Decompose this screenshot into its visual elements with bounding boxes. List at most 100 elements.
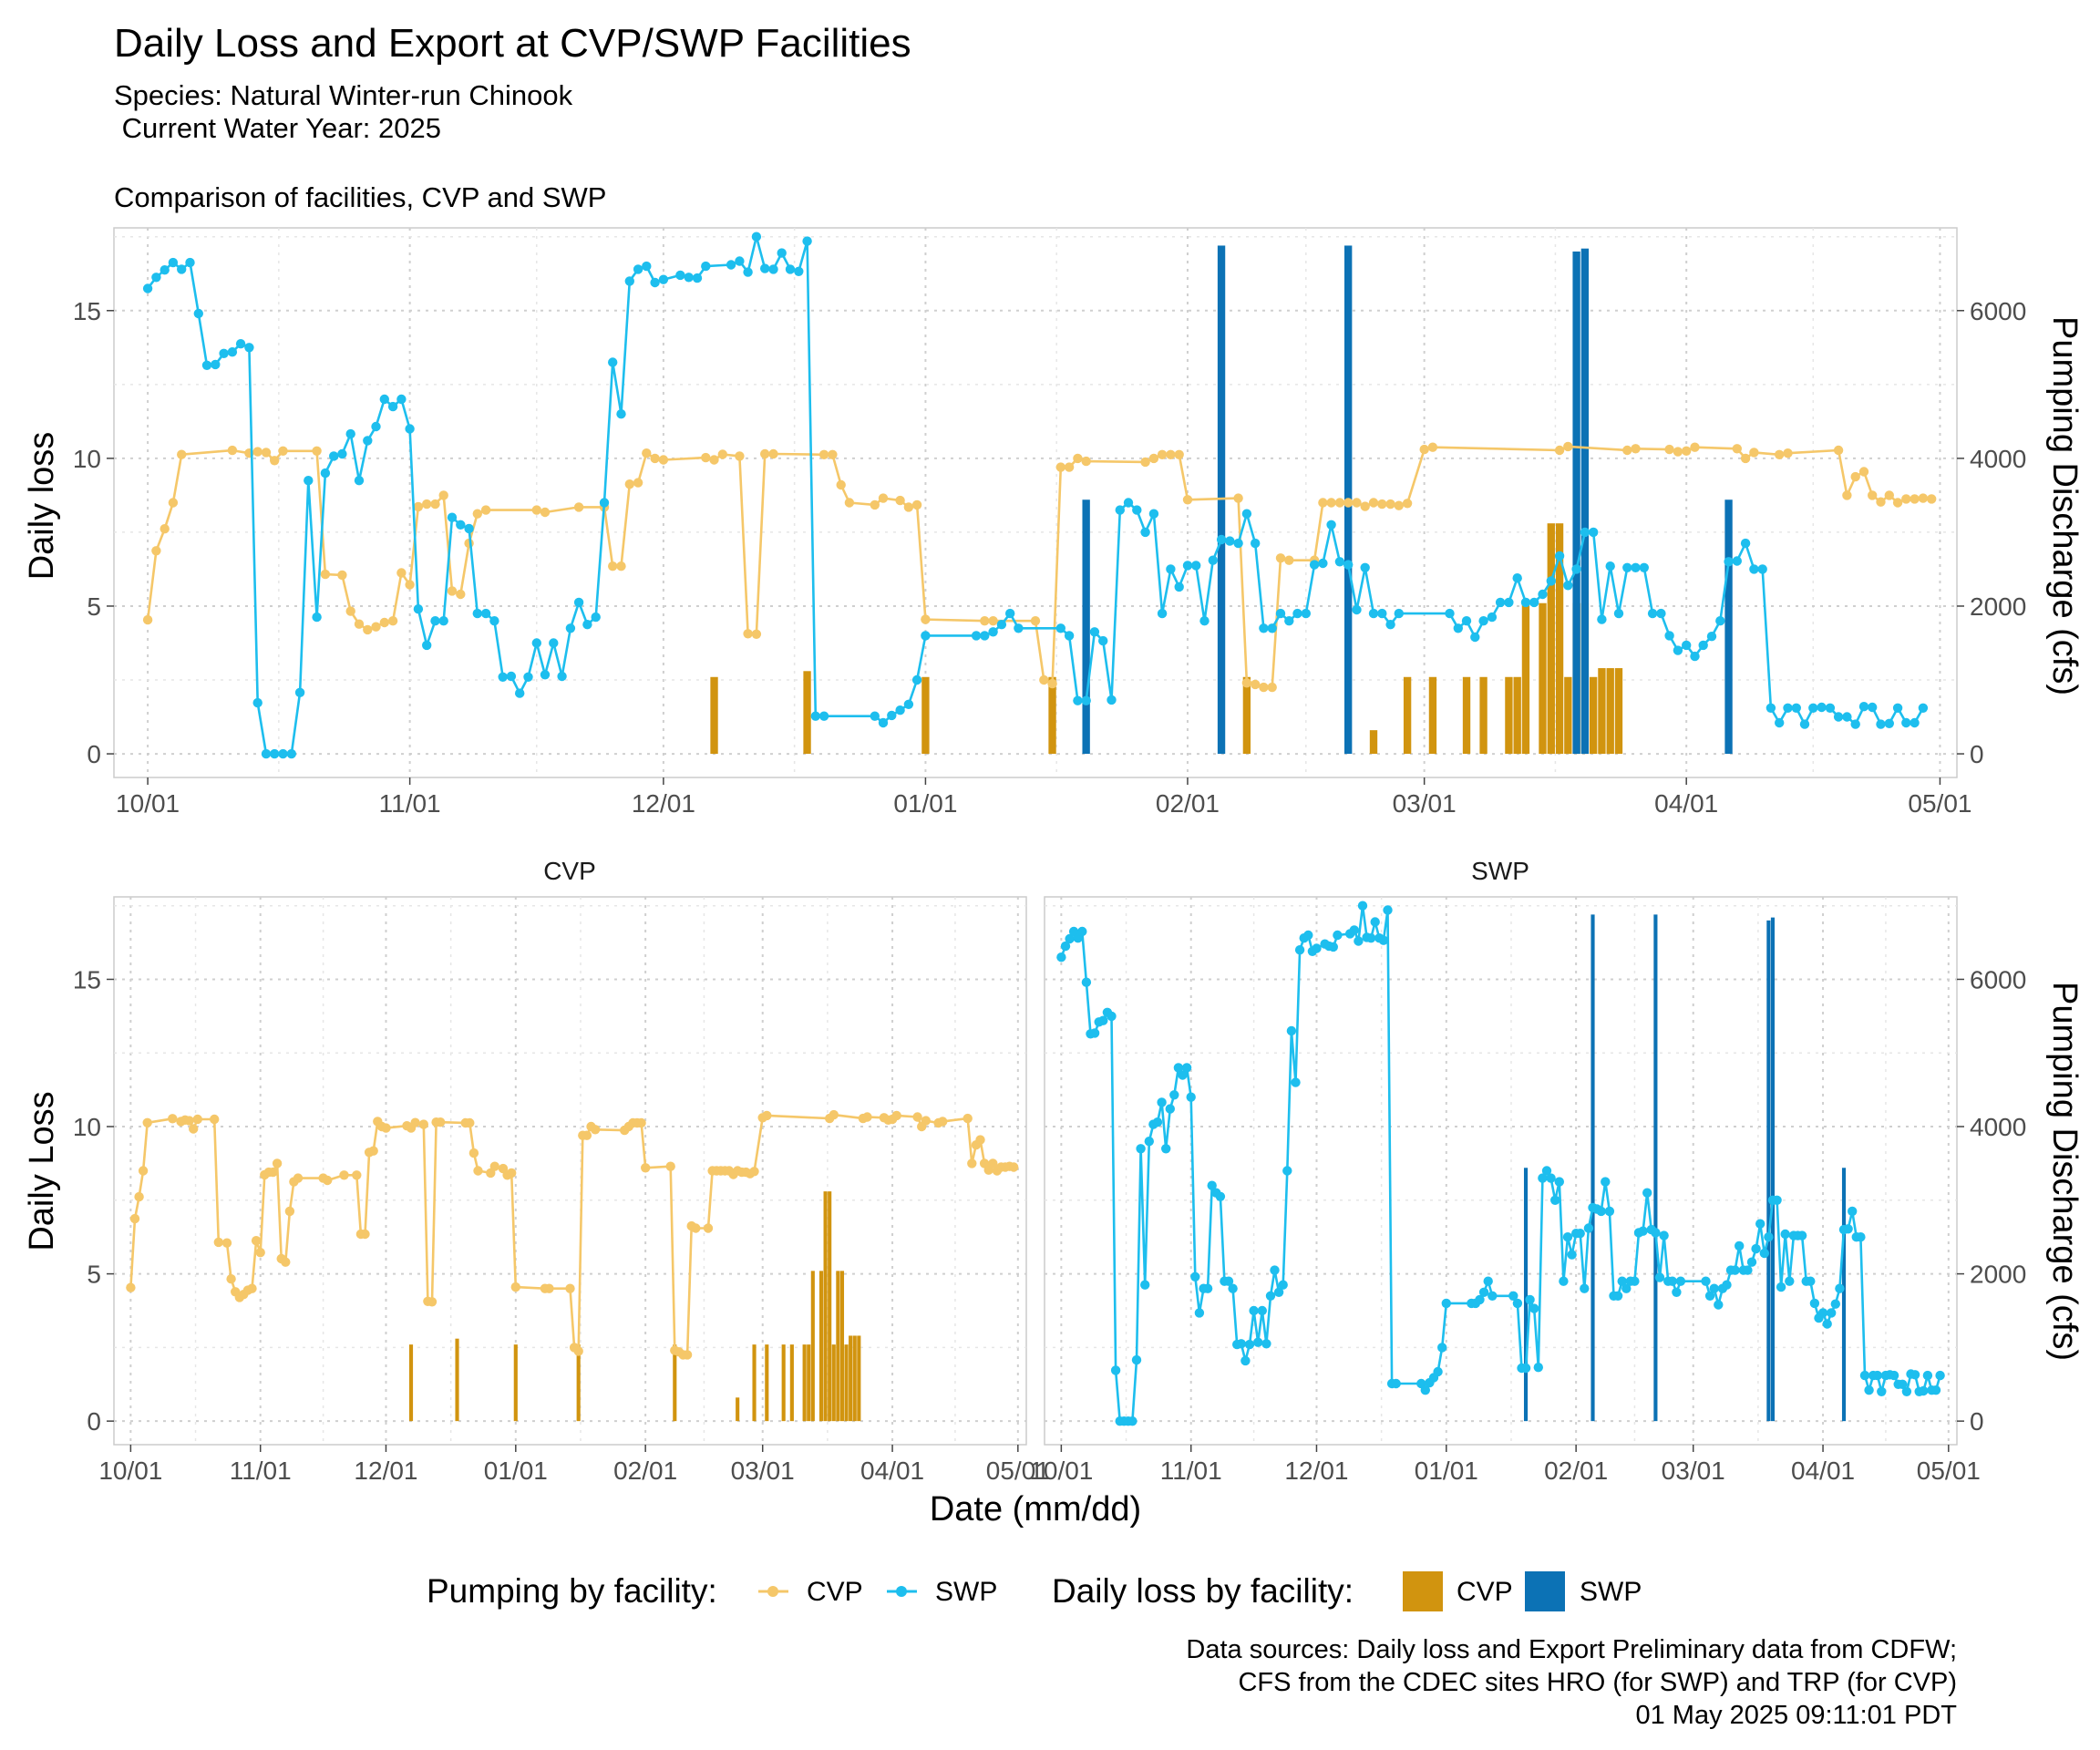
pumping-point-swp bbox=[1060, 941, 1071, 952]
legend-key-cvp-pumping bbox=[758, 1586, 788, 1597]
pumping-point-cvp bbox=[189, 1124, 199, 1134]
pumping-point-swp bbox=[456, 520, 466, 530]
pumping-point-cvp bbox=[252, 447, 262, 457]
pumping-point-swp bbox=[1567, 1250, 1577, 1260]
pumping-point-swp bbox=[1682, 640, 1692, 651]
pumping-point-swp bbox=[1830, 1299, 1841, 1309]
pumping-point-swp bbox=[794, 266, 804, 276]
pumping-point-swp bbox=[1199, 616, 1210, 626]
pumping-point-cvp bbox=[468, 1148, 479, 1158]
pumping-point-swp bbox=[878, 717, 889, 728]
pumping-point-swp bbox=[523, 672, 533, 682]
pumping-point-swp bbox=[1538, 589, 1548, 600]
pumping-point-swp bbox=[447, 512, 458, 522]
pumping-point-swp bbox=[1273, 1287, 1284, 1298]
pumping-point-swp bbox=[1240, 1355, 1251, 1366]
loss-bar-cvp bbox=[921, 676, 930, 755]
pumping-point-swp bbox=[1352, 604, 1362, 615]
y2-tick-label: 0 bbox=[1970, 740, 1984, 768]
pumping-point-cvp bbox=[472, 509, 482, 519]
pumping-point-cvp bbox=[1157, 449, 1168, 459]
pumping-point-swp bbox=[1757, 564, 1767, 574]
pumping-point-cvp bbox=[363, 624, 373, 635]
loss-bar-cvp bbox=[1479, 676, 1488, 755]
pumping-point-swp bbox=[1115, 505, 1126, 515]
pumping-point-swp bbox=[1178, 1070, 1188, 1080]
pumping-point-swp bbox=[1366, 932, 1376, 943]
pumping-point-swp bbox=[1667, 1276, 1678, 1286]
pumping-point-cvp bbox=[836, 479, 846, 490]
pumping-point-swp bbox=[294, 687, 305, 697]
pumping-point-swp bbox=[1136, 1144, 1146, 1154]
pumping-point-swp bbox=[911, 674, 922, 685]
pumping-point-cvp bbox=[345, 606, 355, 616]
loss-bar-swp bbox=[1766, 920, 1771, 1422]
pumping-point-cvp bbox=[312, 446, 322, 456]
pumping-point-cvp bbox=[975, 1135, 985, 1145]
pumping-point-cvp bbox=[134, 1191, 144, 1202]
pumping-point-swp bbox=[1575, 1229, 1585, 1239]
pumping-point-cvp bbox=[911, 499, 922, 510]
pumping-point-cvp bbox=[320, 569, 331, 580]
pumping-point-cvp bbox=[573, 1346, 583, 1356]
pumping-point-swp bbox=[1056, 952, 1066, 962]
cvp-panel: 10/01 11/01 12/01 01/01 02/01 03/01 04/01 05/01… bbox=[73, 896, 1050, 1485]
pumping-point-swp bbox=[177, 264, 187, 274]
pumping-point-swp bbox=[1286, 1025, 1297, 1036]
pumping-point-swp bbox=[1140, 1280, 1150, 1290]
pumping-point-cvp bbox=[1783, 448, 1793, 458]
pumping-point-swp bbox=[1732, 556, 1743, 566]
panel-frame bbox=[1044, 896, 1958, 1446]
pumping-point-cvp bbox=[1233, 493, 1243, 503]
loss-bar-cvp bbox=[736, 1397, 740, 1422]
pumping-point-swp bbox=[354, 476, 365, 486]
pumping-point-cvp bbox=[405, 580, 415, 590]
pumping-point-swp bbox=[1772, 1195, 1782, 1206]
pumping-point-cvp bbox=[1334, 498, 1345, 508]
loss-bar-cvp bbox=[1369, 730, 1378, 755]
pumping-point-swp bbox=[1495, 597, 1506, 608]
pumping-point-cvp bbox=[1673, 447, 1683, 457]
pumping-point-swp bbox=[1604, 1206, 1615, 1217]
pumping-point-cvp bbox=[1251, 679, 1261, 690]
pumping-point-cvp bbox=[281, 1257, 291, 1267]
pumping-point-swp bbox=[1354, 936, 1364, 946]
pumping-point-swp bbox=[1617, 1276, 1627, 1286]
pumping-point-cvp bbox=[268, 1167, 278, 1178]
pumping-point-swp bbox=[1140, 527, 1150, 538]
pumping-point-swp bbox=[1251, 538, 1261, 549]
pumping-point-cvp bbox=[251, 1236, 262, 1246]
pumping-point-cvp bbox=[1318, 498, 1328, 508]
pumping-point-swp bbox=[1817, 702, 1827, 713]
pumping-point-cvp bbox=[1427, 442, 1438, 452]
pumping-point-swp bbox=[1704, 1291, 1715, 1302]
pumping-point-swp bbox=[1292, 608, 1302, 619]
pumping-point-swp bbox=[1714, 1300, 1724, 1310]
pumping-point-cvp bbox=[828, 449, 838, 459]
pumping-point-cvp bbox=[151, 546, 161, 556]
pumping-point-cvp bbox=[270, 456, 280, 466]
pumping-point-swp bbox=[1161, 1144, 1171, 1154]
pumping-point-swp bbox=[1647, 608, 1658, 619]
pumping-point-swp bbox=[1391, 1378, 1401, 1389]
loss-bar-cvp bbox=[1428, 676, 1437, 755]
pumping-point-cvp bbox=[878, 493, 889, 503]
loss-bar-cvp bbox=[823, 1191, 828, 1422]
pumping-point-swp bbox=[1512, 573, 1522, 583]
pumping-point-swp bbox=[270, 748, 280, 759]
pumping-point-swp bbox=[1541, 1166, 1552, 1176]
pumping-point-swp bbox=[1077, 926, 1087, 937]
caption-line3: 01 May 2025 09:11:01 PDT bbox=[1635, 1701, 1957, 1730]
pumping-point-swp bbox=[1631, 562, 1641, 572]
bottom-y-axis-title: Daily Loss bbox=[23, 1091, 61, 1251]
pumping-point-swp bbox=[304, 476, 314, 486]
pumping-point-swp bbox=[1357, 901, 1368, 911]
y2-tick-label: 6000 bbox=[1970, 297, 2026, 325]
loss-bar-swp bbox=[1082, 499, 1090, 755]
pumping-point-swp bbox=[1776, 1282, 1786, 1292]
pumping-point-swp bbox=[320, 468, 331, 479]
pumping-point-swp bbox=[1563, 581, 1573, 591]
pumping-point-swp bbox=[1730, 1265, 1740, 1275]
pumping-point-cvp bbox=[751, 629, 762, 639]
